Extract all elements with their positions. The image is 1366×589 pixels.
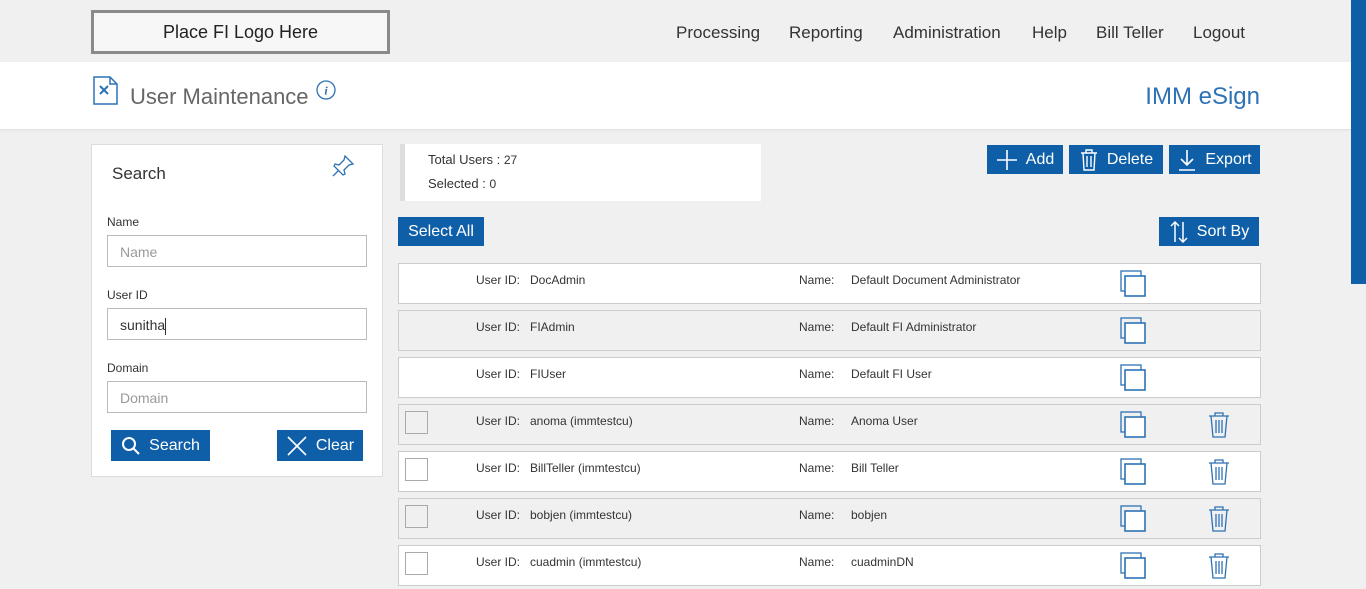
name-label: Name: (799, 508, 835, 522)
search-title: Search (112, 164, 166, 183)
delete-button[interactable]: Delete (1069, 145, 1163, 174)
user-name: Anoma User (851, 414, 918, 428)
field-label: Name (107, 215, 140, 229)
scrollbar[interactable] (1351, 0, 1366, 284)
copy-icon[interactable] (1120, 364, 1148, 395)
add-button[interactable]: Add (987, 145, 1063, 174)
user-name: Default FI Administrator (851, 320, 977, 334)
user-id-label: User ID: (476, 320, 521, 334)
copy-icon[interactable] (1120, 317, 1148, 348)
svg-text:i: i (324, 84, 328, 98)
name-label: Name: (799, 273, 835, 287)
user-name: Default Document Administrator (851, 273, 1021, 287)
copy-icon[interactable] (1120, 505, 1148, 536)
user-id-label: User ID: (476, 414, 521, 428)
search-panel: Search Search Clear Name Name User ID sunit… (91, 144, 383, 477)
user-id-label: User ID: (476, 273, 521, 287)
user-id: bobjen (immtestcu) (530, 508, 633, 522)
name-label: Name: (799, 414, 835, 428)
field-label: User ID (107, 288, 148, 302)
placeholder: Name (120, 244, 158, 260)
copy-icon[interactable] (1120, 552, 1148, 583)
user-row[interactable]: User ID: anoma (immtestcu) Name: Anoma User (398, 404, 1261, 445)
user-id-label: User ID: (476, 555, 521, 569)
nav-item[interactable]: Reporting (789, 23, 863, 42)
delete-label: Delete (1106, 150, 1154, 168)
user-id-label: User ID: (476, 508, 521, 522)
name-label: Name: (799, 320, 835, 334)
select-all-button[interactable]: Select All (398, 217, 484, 246)
logo[interactable]: Place FI Logo Here (91, 10, 390, 54)
name-label: Name: (799, 461, 835, 475)
nav-item[interactable]: Processing (676, 23, 761, 42)
delete-icon[interactable] (1207, 505, 1231, 536)
placeholder: Domain (120, 390, 169, 406)
user-id-label: User ID: (476, 461, 521, 475)
user-id: FIUser (530, 367, 566, 381)
checkbox[interactable] (405, 552, 428, 575)
page-title: User Maintenance (130, 84, 309, 109)
user-id: BillTeller (immtestcu) (530, 461, 641, 475)
info-icon[interactable]: i (315, 79, 337, 101)
pin-icon[interactable] (330, 153, 356, 179)
user-id: anoma (immtestcu) (530, 414, 633, 428)
user-id: DocAdmin (530, 273, 586, 287)
user-row[interactable]: User ID: FIAdmin Name: Default FI Administr… (398, 310, 1261, 351)
app-name: IMM eSign (1145, 83, 1260, 110)
input-value: sunitha (120, 317, 166, 333)
copy-icon[interactable] (1120, 411, 1148, 442)
user-row[interactable]: User ID: bobjen (immtestcu) Name: bobjen (398, 498, 1261, 539)
text-input[interactable]: Domain (107, 381, 367, 413)
clear-button[interactable]: Clear (277, 430, 363, 461)
nav-item[interactable]: Bill Teller (1096, 23, 1164, 42)
user-row[interactable]: User ID: cuadmin (immtestcu) Name: cuadminD… (398, 545, 1261, 586)
search-button-label: Search (149, 436, 200, 454)
checkbox[interactable] (405, 411, 428, 434)
user-name: cuadminDN (851, 555, 914, 569)
field-label: Domain (107, 361, 149, 375)
delete-icon[interactable] (1207, 458, 1231, 489)
clear-button-label: Clear (315, 436, 355, 454)
user-name: Bill Teller (851, 461, 899, 475)
page-icon (93, 76, 118, 105)
add-label: Add (1025, 150, 1055, 168)
summary: Total Users : 27 Selected : 0 (400, 144, 761, 201)
checkbox[interactable] (405, 458, 428, 481)
user-row[interactable]: User ID: FIUser Name: Default FI User (398, 357, 1261, 398)
total-value: 27 (503, 153, 518, 167)
user-name: Default FI User (851, 367, 932, 381)
text-input[interactable]: sunitha (107, 308, 367, 340)
total-label: Total Users : (428, 152, 501, 167)
delete-icon[interactable] (1207, 552, 1231, 583)
sort-button[interactable]: Sort By (1159, 217, 1259, 246)
user-row[interactable]: User ID: BillTeller (immtestcu) Name: Bill … (398, 451, 1261, 492)
user-row[interactable]: User ID: DocAdmin Name: Default Document Ad… (398, 263, 1261, 304)
export-button[interactable]: Export (1169, 145, 1260, 174)
search-button[interactable]: Search (111, 430, 210, 461)
caret (165, 317, 167, 335)
delete-icon[interactable] (1207, 411, 1231, 442)
name-label: Name: (799, 555, 835, 569)
export-label: Export (1205, 150, 1252, 168)
sort-label: Sort By (1196, 222, 1250, 240)
checkbox[interactable] (405, 505, 428, 528)
text-input[interactable]: Name (107, 235, 367, 267)
selected-label: Selected : (428, 176, 486, 191)
copy-icon[interactable] (1120, 458, 1148, 489)
user-id: cuadmin (immtestcu) (530, 555, 642, 569)
nav-item[interactable]: Administration (893, 23, 1001, 42)
name-label: Name: (799, 367, 835, 381)
title-band (0, 62, 1366, 129)
user-name: bobjen (851, 508, 888, 522)
selected-value: 0 (489, 177, 497, 191)
copy-icon[interactable] (1120, 270, 1148, 301)
nav-item[interactable]: Help (1032, 23, 1067, 42)
user-id: FIAdmin (530, 320, 575, 334)
nav-item[interactable]: Logout (1193, 23, 1245, 42)
user-id-label: User ID: (476, 367, 521, 381)
